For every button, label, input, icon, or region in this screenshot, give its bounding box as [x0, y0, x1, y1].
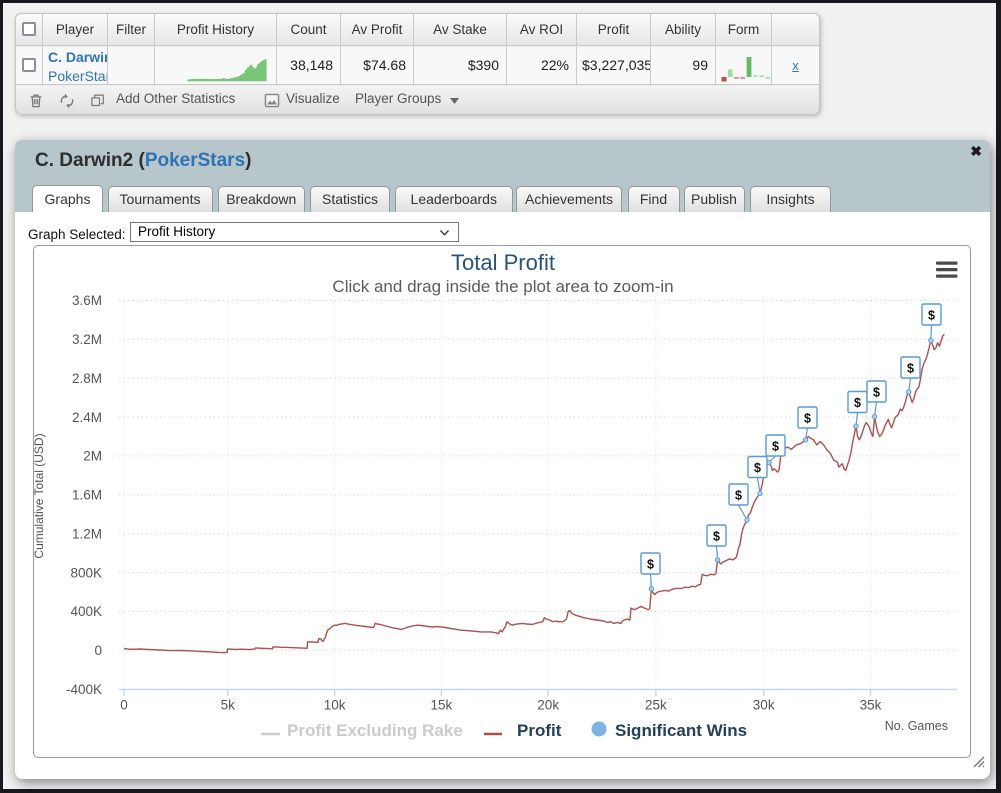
svg-text:$: $	[647, 558, 654, 572]
svg-text:$: $	[754, 461, 761, 475]
svg-text:400K: 400K	[70, 604, 102, 619]
svg-text:1.2M: 1.2M	[72, 526, 102, 541]
svg-text:3.2M: 3.2M	[72, 332, 102, 347]
svg-text:$: $	[907, 362, 914, 376]
svg-text:$: $	[928, 309, 935, 323]
svg-text:25k: 25k	[645, 698, 667, 713]
svg-text:Click and drag inside the plot: Click and drag inside the plot area to z…	[332, 277, 673, 296]
svg-text:10k: 10k	[324, 698, 346, 713]
svg-text:Cumulative Total (USD): Cumulative Total (USD)	[33, 433, 46, 558]
svg-text:2.8M: 2.8M	[72, 371, 102, 386]
svg-text:$: $	[873, 386, 880, 400]
svg-text:35k: 35k	[860, 698, 882, 713]
svg-text:$: $	[713, 530, 720, 544]
svg-text:No. Games: No. Games	[885, 719, 948, 733]
svg-text:-400K: -400K	[66, 682, 102, 697]
svg-text:3.6M: 3.6M	[72, 293, 102, 308]
svg-text:2M: 2M	[83, 449, 102, 464]
svg-text:Significant Wins: Significant Wins	[615, 721, 747, 740]
svg-text:30k: 30k	[753, 698, 775, 713]
svg-text:15k: 15k	[431, 698, 453, 713]
svg-text:Profit Excluding Rake: Profit Excluding Rake	[287, 721, 463, 740]
svg-text:5k: 5k	[221, 698, 236, 713]
svg-text:$: $	[804, 412, 811, 426]
svg-text:1.6M: 1.6M	[72, 488, 102, 503]
svg-text:800K: 800K	[70, 565, 102, 580]
svg-text:0: 0	[120, 698, 128, 713]
svg-text:$: $	[854, 396, 861, 410]
svg-text:Total Profit: Total Profit	[451, 250, 555, 275]
svg-text:Profit: Profit	[517, 721, 562, 740]
svg-text:$: $	[772, 440, 779, 454]
svg-text:20k: 20k	[537, 698, 559, 713]
svg-text:0: 0	[94, 643, 102, 658]
svg-text:2.4M: 2.4M	[72, 410, 102, 425]
svg-text:$: $	[735, 489, 742, 503]
